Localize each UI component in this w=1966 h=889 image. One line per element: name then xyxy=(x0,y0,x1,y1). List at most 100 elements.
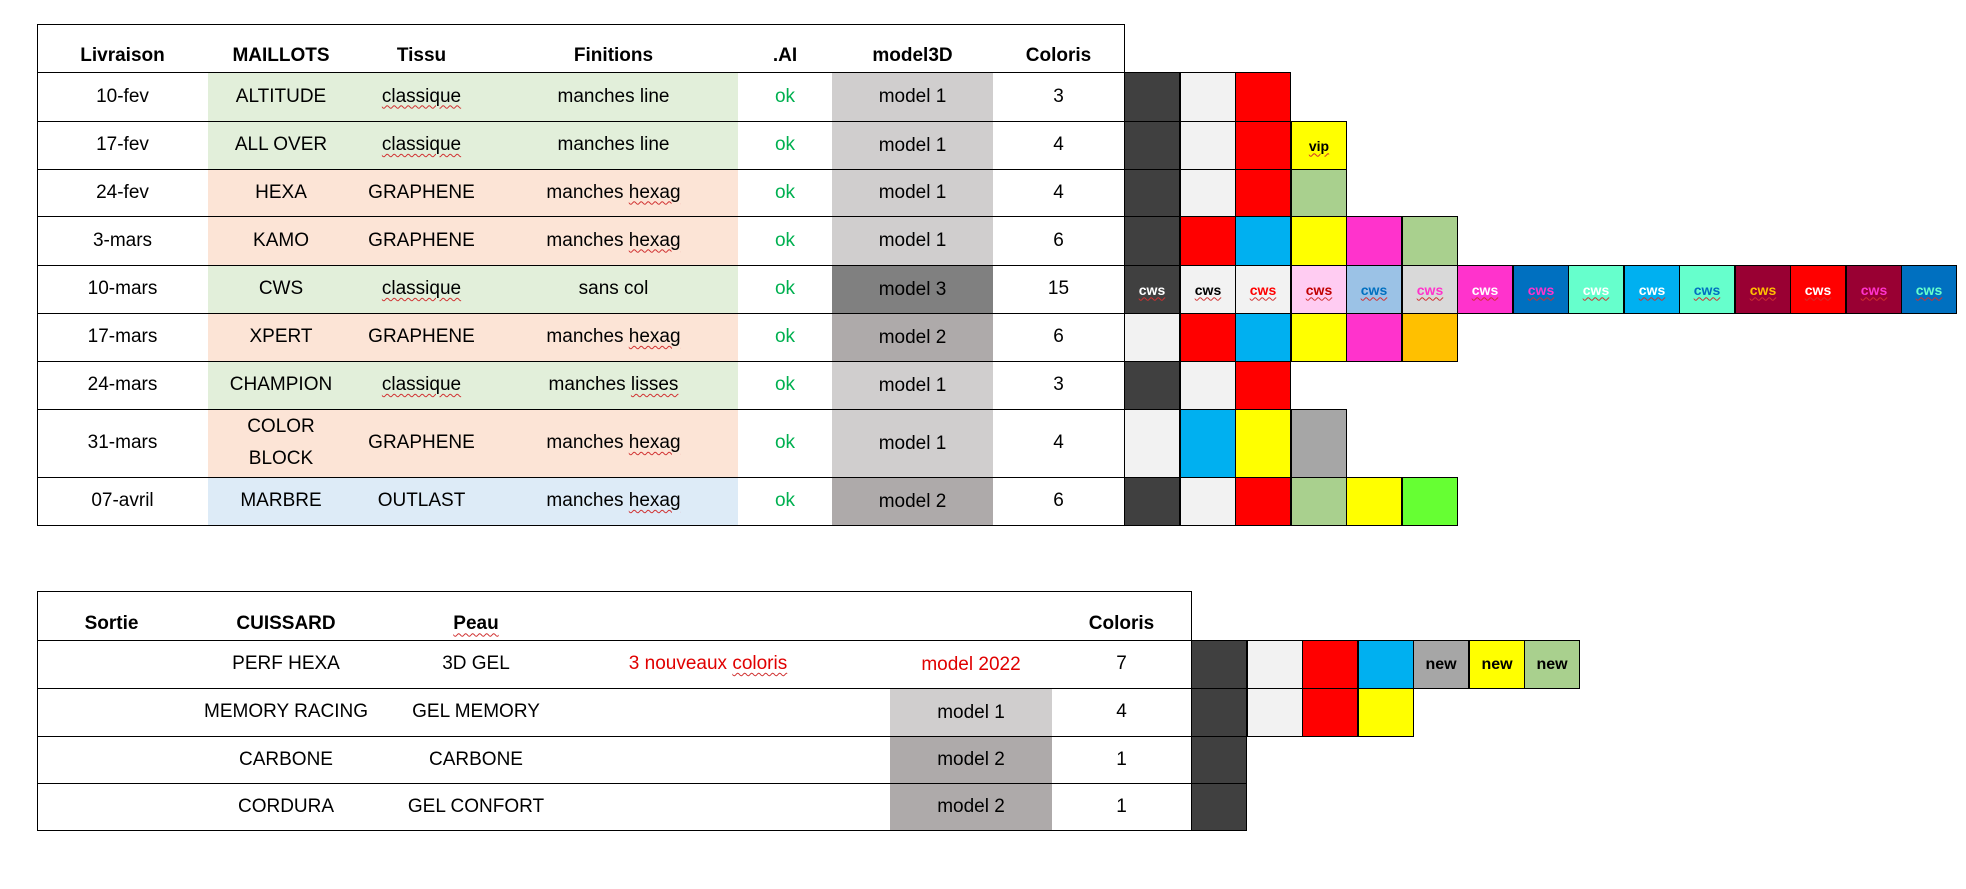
swatch-label: cws xyxy=(1471,281,1499,298)
color-swatch xyxy=(1180,72,1236,122)
color-swatch xyxy=(1358,688,1414,737)
color-swatch xyxy=(1302,688,1358,737)
cell-ai-status: ok xyxy=(774,490,796,512)
cell-livraison: 10-mars xyxy=(87,278,158,300)
cell-livraison: 3-mars xyxy=(92,229,153,251)
cell-finitions: manches line xyxy=(557,85,670,107)
grid-line-h xyxy=(37,169,1124,170)
grid-line-h xyxy=(37,72,1124,73)
maillot-line-2: BLOCK xyxy=(248,448,314,469)
color-swatch xyxy=(1180,409,1236,478)
cell-tissu: classique xyxy=(354,72,489,121)
cell-maillot: ALTITUDE xyxy=(235,85,327,107)
color-swatch xyxy=(1358,640,1414,689)
color-swatch: new xyxy=(1469,640,1525,689)
tissu-text: GRAPHENE xyxy=(368,326,475,348)
cell-livraison: 31-mars xyxy=(87,432,158,454)
cell-tissu: classique xyxy=(354,361,489,409)
finitions-text: manches xyxy=(546,181,629,203)
grid-line-h xyxy=(37,783,1191,784)
grid-line-v xyxy=(37,24,38,526)
header-sortie: Sortie xyxy=(84,613,139,635)
cell-finitions: manches lisses xyxy=(489,361,738,409)
cell-tissu: GRAPHENE xyxy=(354,313,489,361)
color-swatch xyxy=(1291,169,1347,217)
finitions-text: manches xyxy=(548,374,631,396)
color-swatch xyxy=(1124,361,1180,410)
cell-livraison: 17-fev xyxy=(96,134,149,156)
swatch-label: cws xyxy=(1860,281,1888,298)
cell-coloris: 7 xyxy=(1116,653,1127,675)
finitions-text-flagged: hexag xyxy=(628,432,681,454)
cell-model3d: model 2 xyxy=(890,784,1052,830)
color-swatch: cws xyxy=(1624,265,1680,314)
cell-tissu: GRAPHENE xyxy=(354,216,489,265)
color-swatch xyxy=(1191,783,1247,831)
color-swatch xyxy=(1247,688,1303,737)
cell-model3d: model 1 xyxy=(832,73,993,121)
grid-line-h xyxy=(37,361,1124,362)
cell-finitions: sans col xyxy=(578,278,649,300)
finitions-text: manches xyxy=(546,490,629,512)
color-swatch xyxy=(1235,477,1291,526)
bg-maillot-info xyxy=(208,362,738,409)
cell-coloris: 3 xyxy=(1053,85,1064,107)
cell-maillot: KAMO xyxy=(253,229,309,251)
color-swatch: cws xyxy=(1901,265,1957,314)
cell-ai-status: ok xyxy=(774,432,796,454)
tissu-text: classique xyxy=(381,374,462,396)
swatch-label: cws xyxy=(1138,281,1166,298)
cell-finitions: manches hexag xyxy=(489,313,738,361)
tissu-text: classique xyxy=(381,85,462,107)
cell-finitions: manches hexag xyxy=(489,477,738,525)
cell-coloris: 4 xyxy=(1053,134,1064,156)
cell-peau: GEL MEMORY xyxy=(412,701,540,723)
swatch-label: cws xyxy=(1360,281,1388,298)
grid-line-h xyxy=(37,736,1191,737)
header-finitions: Finitions xyxy=(573,45,654,67)
cell-finitions: manches hexag xyxy=(489,409,738,477)
grid-line-h xyxy=(37,121,1124,122)
cell-model3d: model 3 xyxy=(832,266,993,313)
color-swatch xyxy=(1191,688,1247,737)
cell-cuissard: PERF HEXA xyxy=(232,653,340,675)
color-swatch xyxy=(1346,477,1402,526)
tissu-text: GRAPHENE xyxy=(368,432,475,454)
cell-ai-status: ok xyxy=(774,134,796,156)
swatch-label: cws xyxy=(1582,281,1610,298)
finitions-text-flagged: hexag xyxy=(628,229,681,251)
color-swatch xyxy=(1124,72,1180,122)
cell-maillot: MARBRE xyxy=(240,490,322,512)
color-swatch: cws xyxy=(1513,265,1569,314)
grid-line-h xyxy=(37,313,1124,314)
cell-finitions: manches hexag xyxy=(489,169,738,216)
bg-maillot-info xyxy=(208,217,738,265)
cell-tissu: OUTLAST xyxy=(354,477,489,525)
swatch-label: cws xyxy=(1527,281,1555,298)
color-swatch: cws xyxy=(1846,265,1902,314)
color-swatch xyxy=(1402,216,1458,266)
cell-ai-status: ok xyxy=(774,278,796,300)
color-swatch: cws xyxy=(1568,265,1624,314)
cell-sortie xyxy=(37,688,186,736)
grid-line-h xyxy=(37,409,1124,410)
bg-maillot-info xyxy=(208,314,738,361)
color-swatch: cws xyxy=(1790,265,1846,314)
note-text-flagged: coloris xyxy=(732,653,788,675)
color-swatch xyxy=(1247,640,1303,689)
cell-maillot: XPERT xyxy=(249,326,313,348)
swatch-label: new xyxy=(1481,655,1513,673)
color-swatch xyxy=(1180,313,1236,362)
grid-line-h xyxy=(37,525,1124,526)
cell-livraison: 07-avril xyxy=(91,490,154,512)
header-livraison: Livraison xyxy=(80,45,165,67)
cell-coloris: 15 xyxy=(1047,278,1070,300)
cell-model3d: model 1 xyxy=(890,689,1052,736)
grid-line-h xyxy=(37,24,1124,25)
finitions-text: manches xyxy=(546,432,629,454)
swatch-label: new xyxy=(1425,655,1457,673)
tissu-text: GRAPHENE xyxy=(368,229,475,251)
finitions-text-flagged: hexag xyxy=(628,490,681,512)
bg-maillot-info xyxy=(208,122,738,169)
finitions-text-flagged: hexag xyxy=(628,181,681,203)
